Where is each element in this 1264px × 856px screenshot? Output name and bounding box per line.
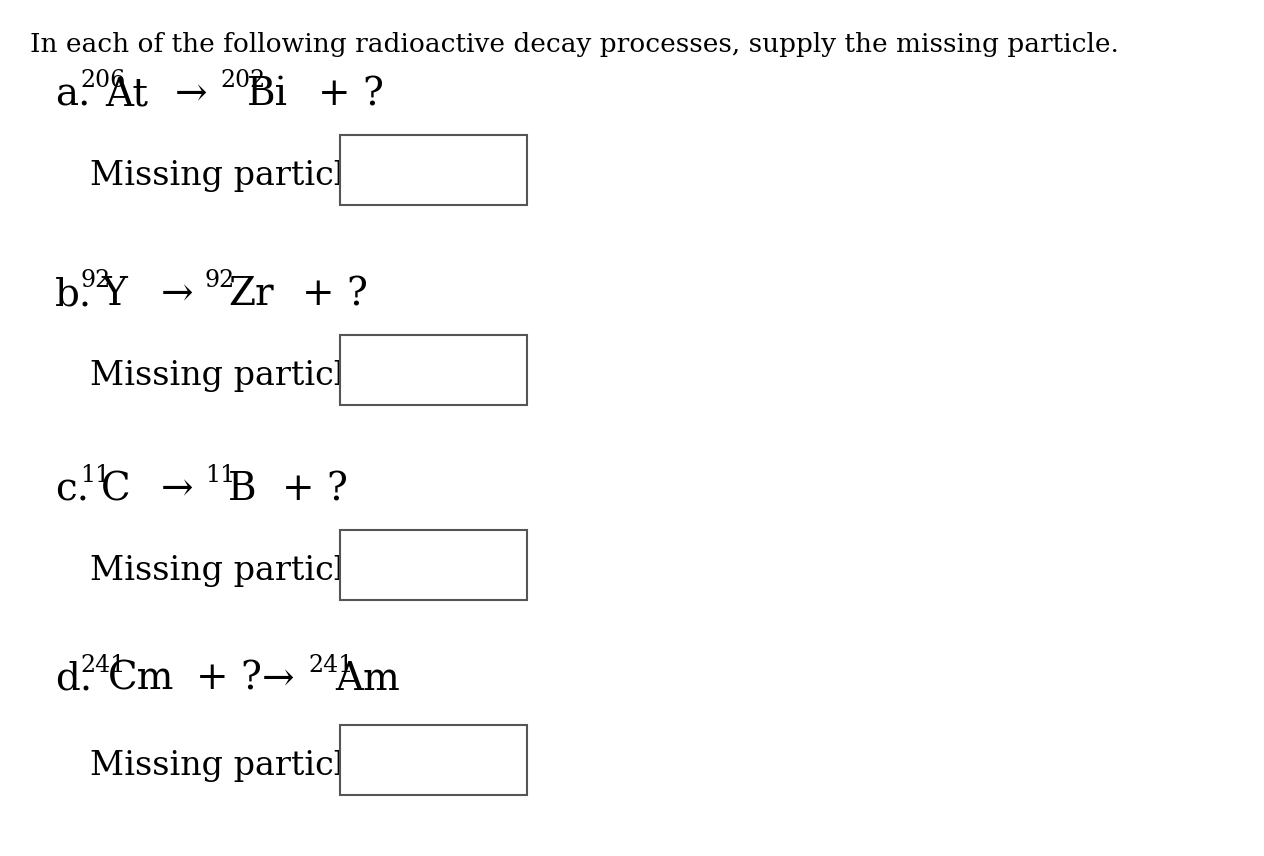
Text: 92: 92 (80, 269, 110, 292)
Text: →: → (174, 76, 207, 113)
Bar (340, 530, 527, 599)
Text: 206: 206 (80, 69, 125, 92)
Bar (340, 134, 527, 205)
Text: + ?: + ? (196, 661, 262, 698)
Text: Missing particle:: Missing particle: (90, 160, 375, 192)
Text: In each of the following radioactive decay processes, supply the missing particl: In each of the following radioactive dec… (30, 32, 1119, 57)
Text: Missing particle:: Missing particle: (90, 555, 375, 587)
Text: 11: 11 (80, 464, 110, 487)
Text: Cm: Cm (107, 661, 174, 698)
Text: 241: 241 (308, 654, 354, 677)
Text: 11: 11 (205, 464, 235, 487)
Text: Zr: Zr (228, 276, 273, 313)
Text: Y: Y (101, 276, 126, 313)
Text: Bi: Bi (246, 76, 288, 113)
Bar (340, 335, 527, 405)
Text: Missing particle:: Missing particle: (90, 360, 375, 392)
Bar (340, 724, 527, 794)
Text: At: At (105, 76, 148, 113)
Text: Am: Am (335, 661, 399, 698)
Text: →: → (262, 661, 295, 698)
Text: d.: d. (56, 661, 92, 698)
Text: + ?: + ? (282, 471, 348, 508)
Text: C: C (101, 471, 130, 508)
Text: →: → (161, 276, 193, 313)
Text: b.: b. (56, 276, 92, 313)
Text: a.: a. (56, 76, 90, 113)
Text: + ?: + ? (302, 276, 368, 313)
Text: + ?: + ? (319, 76, 384, 113)
Text: 202: 202 (220, 69, 265, 92)
Text: →: → (161, 471, 193, 508)
Text: B: B (228, 471, 257, 508)
Text: Missing particle:: Missing particle: (90, 750, 375, 782)
Text: 92: 92 (205, 269, 235, 292)
Text: 241: 241 (80, 654, 125, 677)
Text: c.: c. (56, 471, 88, 508)
